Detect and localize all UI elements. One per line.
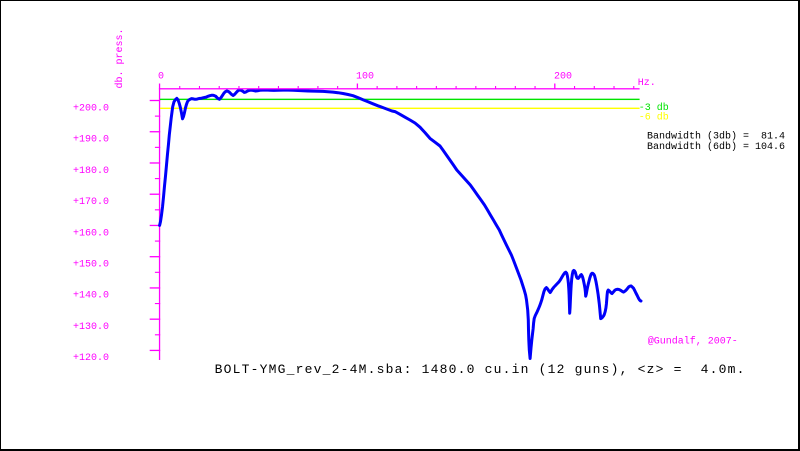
svg-text:-3 db: -3 db <box>639 102 669 114</box>
svg-text:BOLT-YMG_rev_2-4M.sba: 1480.0: BOLT-YMG_rev_2-4M.sba: 1480.0 cu.in (12 … <box>215 362 746 377</box>
svg-text:@Gundalf, 2007-: @Gundalf, 2007- <box>648 336 738 348</box>
svg-text:+180.0: +180.0 <box>73 166 109 177</box>
svg-text:-6 db: -6 db <box>639 112 669 124</box>
svg-text:+190.0: +190.0 <box>73 135 109 146</box>
svg-text:Bandwidth (3db) = 81.4: Bandwidth (3db) = 81.4 <box>647 131 785 143</box>
svg-text:Hz.: Hz. <box>638 78 656 89</box>
svg-text:+120.0: +120.0 <box>73 353 109 364</box>
svg-text:100: 100 <box>356 71 374 82</box>
svg-text:Bandwidth (6db) = 104.6: Bandwidth (6db) = 104.6 <box>647 141 785 153</box>
svg-text:0: 0 <box>158 72 164 83</box>
svg-text:+130.0: +130.0 <box>73 322 109 333</box>
svg-text:+200.0: +200.0 <box>73 103 109 114</box>
svg-text:db. press.: db. press. <box>114 28 126 88</box>
svg-text:+170.0: +170.0 <box>73 197 109 208</box>
svg-text:200: 200 <box>554 71 572 82</box>
svg-text:+160.0: +160.0 <box>73 228 109 239</box>
svg-text:+150.0: +150.0 <box>73 260 109 271</box>
svg-text:+140.0: +140.0 <box>73 291 109 302</box>
